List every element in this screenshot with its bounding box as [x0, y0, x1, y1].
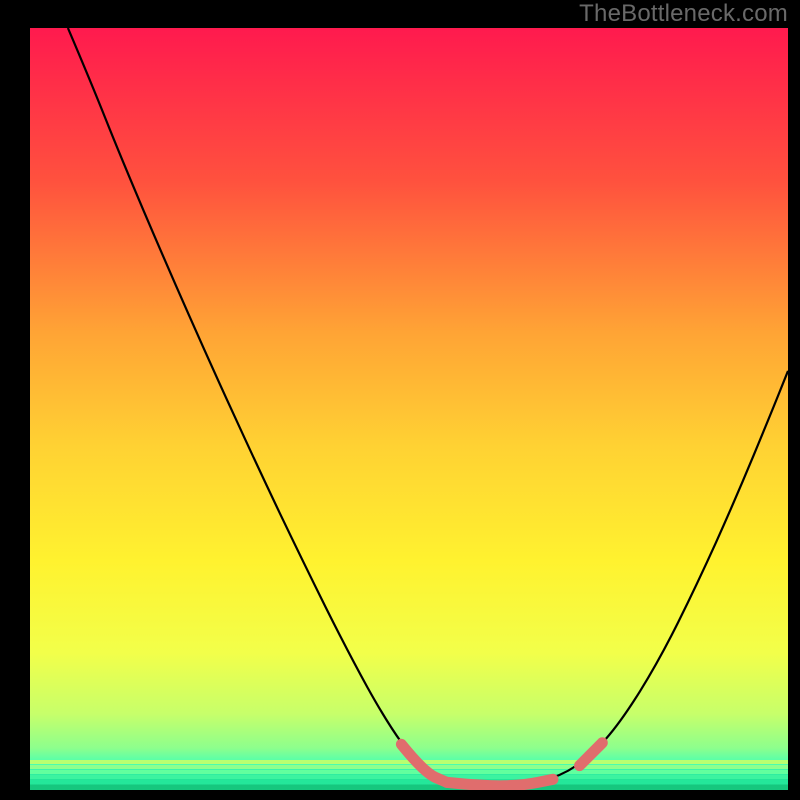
- stripe: [30, 770, 788, 774]
- stripe: [30, 785, 788, 789]
- stripe: [30, 775, 788, 779]
- chart-frame: TheBottleneck.com: [0, 0, 800, 800]
- stripe: [30, 780, 788, 784]
- watermark-label: TheBottleneck.com: [579, 0, 788, 28]
- stripe: [30, 765, 788, 769]
- gradient-bg: [30, 28, 788, 790]
- plot-svg: [30, 28, 788, 790]
